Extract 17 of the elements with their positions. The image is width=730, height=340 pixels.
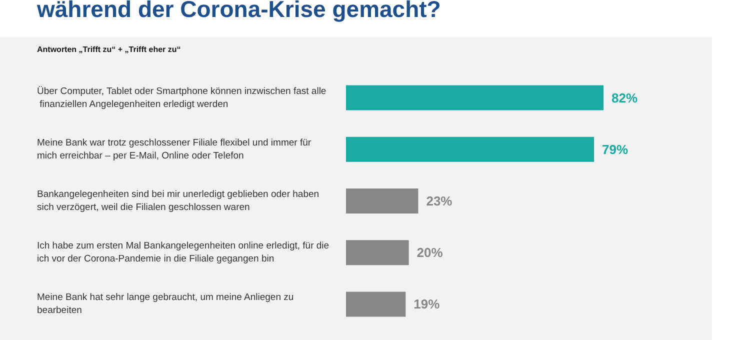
text: Antworten „Trifft zu“ + „Trifft eher zu“: [37, 45, 181, 54]
bar: [346, 136, 594, 162]
data-label: 79%: [602, 142, 629, 157]
y-tick-label: Über Computer, Tablet oder Smartphone können inzwischen fast alle finanziellen Angelegenheiten erledigt werden: [37, 86, 326, 110]
data-label: 19%: [414, 296, 440, 312]
bar: [346, 188, 418, 214]
bar: [346, 292, 406, 317]
y-tick-label: Meine Bank hat sehr lange gebraucht, um meine Anliegen zu bearbeiten: [37, 292, 296, 316]
bar: [346, 240, 409, 266]
y-tick-label: Bankangelegenheiten sind bei mir unerledigt geblieben oder haben sich verzögert, weil die Filialen geschlossen waren: [37, 189, 322, 213]
bar: [346, 85, 604, 110]
data-label: 23%: [426, 194, 453, 208]
data-label: 20%: [416, 245, 444, 260]
y-tick-label: Ich habe zum ersten Mal Bankangelegenheiten online erledigt, für die ich vor der Corona-Pandemie in die Filiale gegangen bin: [37, 240, 332, 265]
data-label: 82%: [611, 90, 638, 106]
chart-title: während der Corona-Krise gemacht?: [37, 0, 441, 23]
y-tick-label: Meine Bank war trotz geschlossener Filiale flexibel und immer für mich erreichbar – per E-Mail, Online oder Telefon: [37, 137, 314, 162]
